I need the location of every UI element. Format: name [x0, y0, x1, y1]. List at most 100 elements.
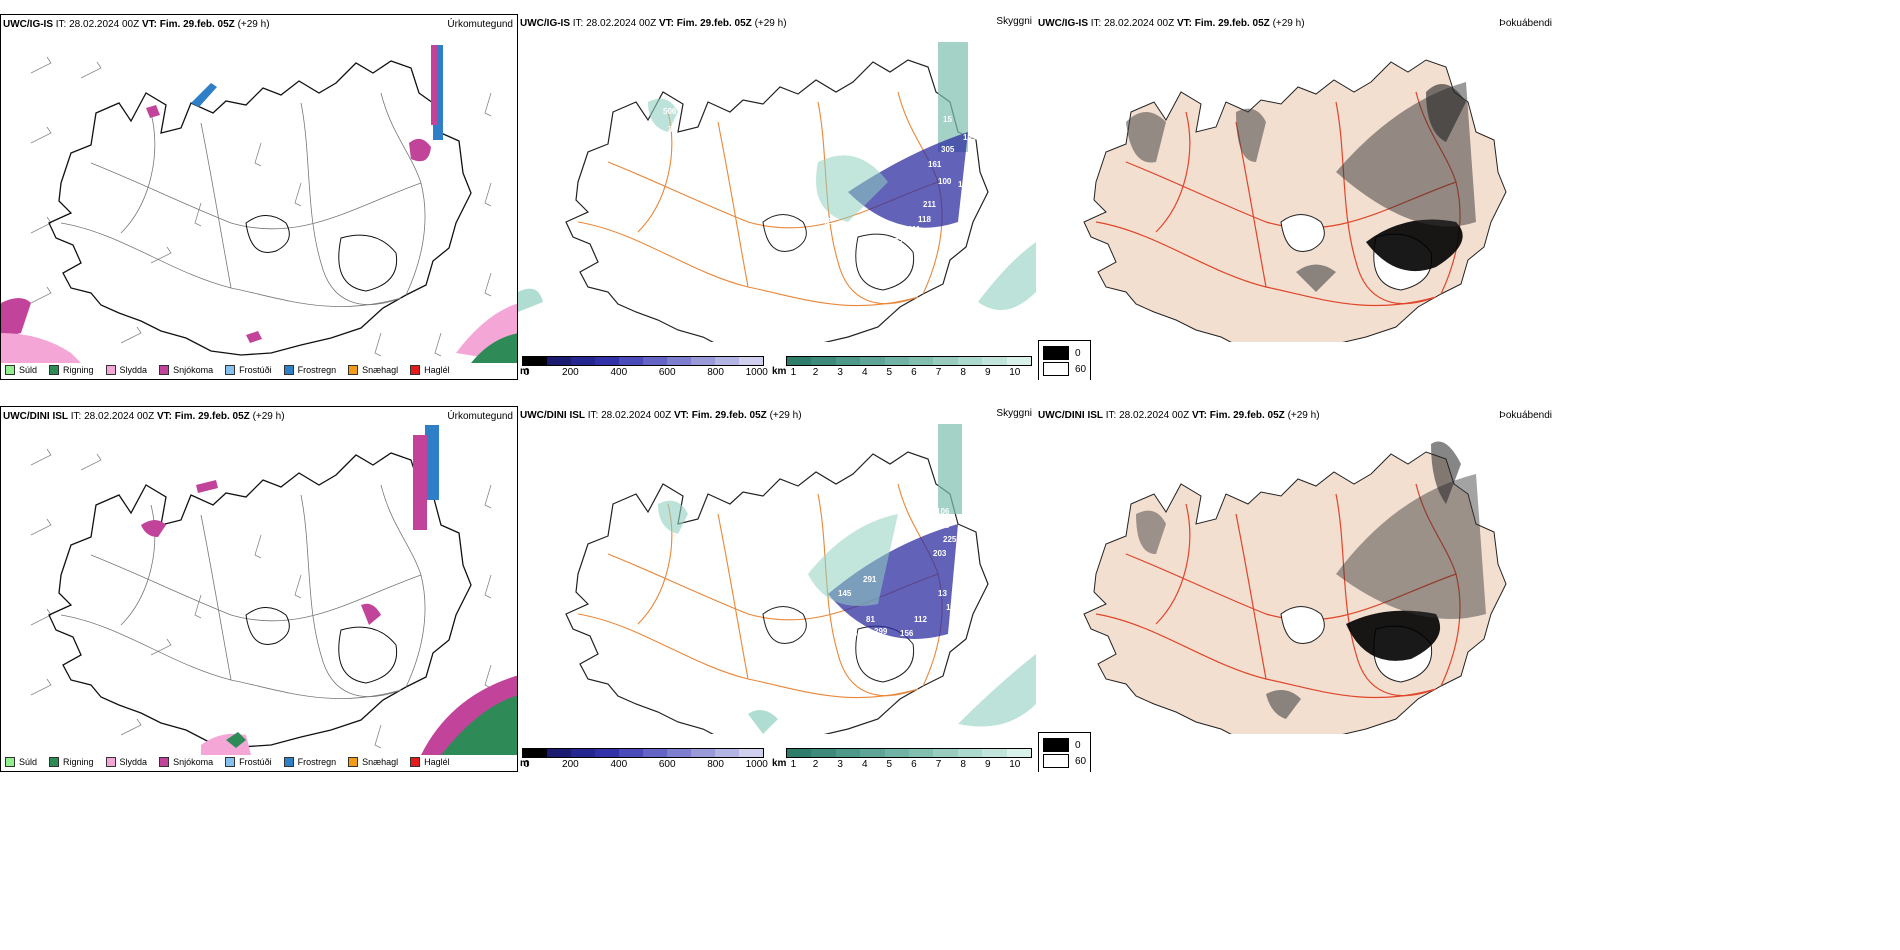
unit-label: m — [520, 758, 529, 769]
lead-time: (+29 h) — [754, 18, 787, 29]
tick-label: 400 — [610, 759, 628, 770]
legend-item: Rigning — [49, 757, 94, 767]
cloud-legend-label: 60 — [1075, 363, 1087, 375]
legend-item: Snæhagl — [348, 757, 398, 767]
panel-title: Þokuábendi — [1499, 18, 1552, 29]
tick-label: 3 — [837, 367, 843, 378]
cloud-panel-row2: UWC/DINI ISL IT: 28.02.2024 00Z VT: Fim.… — [1036, 406, 1556, 772]
tick-label: 0 — [524, 759, 530, 770]
model-name: UWC/DINI ISL — [1038, 410, 1103, 421]
legend-label: Snjókoma — [173, 365, 214, 375]
visibility-panel-row2: UWC/DINI ISL IT: 28.02.2024 00Z VT: Fim.… — [518, 406, 1036, 772]
tick-label: 10 — [1009, 367, 1021, 378]
vis-value-label: 111 — [908, 225, 921, 234]
legend-item: Haglél — [410, 365, 450, 375]
vis-value-label: 161 — [928, 160, 942, 169]
legend-swatch — [105, 757, 116, 767]
vt-value: Fim. 29.feb. 05Z — [676, 18, 752, 29]
tick-label: 600 — [658, 367, 676, 378]
visibility-labels: 506 33 15 195 305 161 100 117 242 211 11… — [663, 107, 977, 252]
lead-time: (+29 h) — [252, 411, 285, 422]
legend-label: Frostregn — [297, 365, 337, 375]
legend-item: Frostúði — [225, 365, 272, 375]
vis-value-label: 11 — [946, 603, 955, 612]
precip-map[interactable] — [1, 33, 518, 363]
it-label: IT: — [70, 411, 82, 422]
visibility-map[interactable]: 506 33 15 195 305 161 100 117 242 211 11… — [518, 32, 1036, 342]
vis-value-label: 203 — [933, 549, 947, 558]
cloud-map[interactable] — [1036, 424, 1556, 734]
panel-header: UWC/DINI ISL IT: 28.02.2024 00Z VT: Fim.… — [3, 411, 285, 422]
panel-title: Þokuábendi — [1499, 410, 1552, 421]
tick-label: 200 — [562, 759, 579, 770]
cloud-legend-row: 0 — [1043, 346, 1086, 360]
vt-value: Fim. 29.feb. 05Z — [1209, 410, 1285, 421]
unit-label: m — [520, 366, 529, 377]
lead-time: (+29 h) — [1272, 18, 1305, 29]
colorbar-ticks: 1 2 3 4 5 6 7 8 9 10 — [786, 759, 1032, 771]
tick-label: 0 — [524, 367, 530, 378]
cloud-legend: 0 60 — [1038, 732, 1092, 772]
vis-value-label: 14 — [836, 615, 845, 624]
tick-label: 4 — [861, 367, 868, 378]
tick-label: 4 — [861, 759, 868, 770]
it-value: 28.02.2024 00Z — [586, 18, 657, 29]
colorbar-strip — [522, 356, 764, 366]
cloud-swatch — [1043, 738, 1069, 752]
legend-item: Frostúði — [225, 757, 272, 767]
it-label: IT: — [1105, 410, 1117, 421]
vt-value: Fim. 29.feb. 05Z — [1194, 18, 1270, 29]
vis-value-label: 164 — [863, 243, 877, 252]
vis-value-label: 211 — [923, 200, 936, 209]
it-value: 28.02.2024 00Z — [84, 411, 155, 422]
tick-label: 3 — [837, 759, 843, 770]
model-name: UWC/DINI ISL — [520, 410, 585, 421]
cloud-map[interactable] — [1036, 32, 1556, 342]
tick-label: 9 — [984, 367, 991, 378]
legend-swatch — [49, 757, 60, 767]
model-name: UWC/IG-IS — [520, 18, 570, 29]
legend-label: Haglél — [424, 757, 450, 767]
legend-swatch — [348, 757, 359, 767]
legend-swatch — [283, 757, 294, 767]
tick-label: 2 — [812, 759, 819, 770]
panel-title: Skyggni — [996, 16, 1032, 27]
tick-label: 400 — [610, 367, 628, 378]
legend-swatch — [283, 365, 294, 375]
vis-value-label: 145 — [838, 589, 852, 598]
legend-swatch — [159, 757, 170, 767]
vt-label: VT: — [673, 410, 689, 421]
legend-label: Haglél — [424, 365, 450, 375]
lead-time: (+29 h) — [1287, 410, 1320, 421]
model-name: UWC/IG-IS — [3, 19, 53, 30]
legend-item: Frostregn — [283, 757, 336, 767]
it-label: IT: — [587, 410, 599, 421]
vt-label: VT: — [156, 411, 172, 422]
vt-label: VT: — [1176, 18, 1192, 29]
visibility-panel-row1: UWC/IG-IS IT: 28.02.2024 00Z VT: Fim. 29… — [518, 14, 1036, 380]
it-value: 28.02.2024 00Z — [69, 19, 140, 30]
vt-value: Fim. 29.feb. 05Z — [159, 19, 235, 30]
tick-label: 10 — [1009, 759, 1021, 770]
precip-map[interactable] — [1, 425, 518, 755]
visibility-map[interactable]: 106 246 225 203 145 291 14 198 81 299 15… — [518, 424, 1036, 734]
vt-label: VT: — [658, 18, 674, 29]
cloud-legend-label: 0 — [1075, 347, 1081, 359]
legend-item: Slydda — [105, 757, 147, 767]
vis-value-label: 291 — [863, 575, 877, 584]
panel-title: Úrkomutegund — [447, 411, 513, 422]
cloud-areas — [1126, 82, 1476, 292]
model-name: UWC/IG-IS — [1038, 18, 1088, 29]
visibility-m-colorbar: 0 200 400 600 800 1000 m — [520, 748, 768, 771]
colorbar-strip — [786, 748, 1032, 758]
cloud-swatch — [1043, 754, 1069, 768]
tick-label: 1 — [790, 759, 797, 770]
precip-areas — [1, 45, 517, 363]
legend-label: Snæhagl — [362, 757, 399, 767]
legend-swatch — [105, 365, 116, 375]
precip-panel-row2: UWC/DINI ISL IT: 28.02.2024 00Z VT: Fim.… — [0, 406, 518, 772]
vis-value-label: 195 — [963, 133, 977, 142]
wind-barbs — [30, 56, 492, 357]
vt-label: VT: — [1191, 410, 1207, 421]
unit-label: km — [772, 758, 787, 769]
